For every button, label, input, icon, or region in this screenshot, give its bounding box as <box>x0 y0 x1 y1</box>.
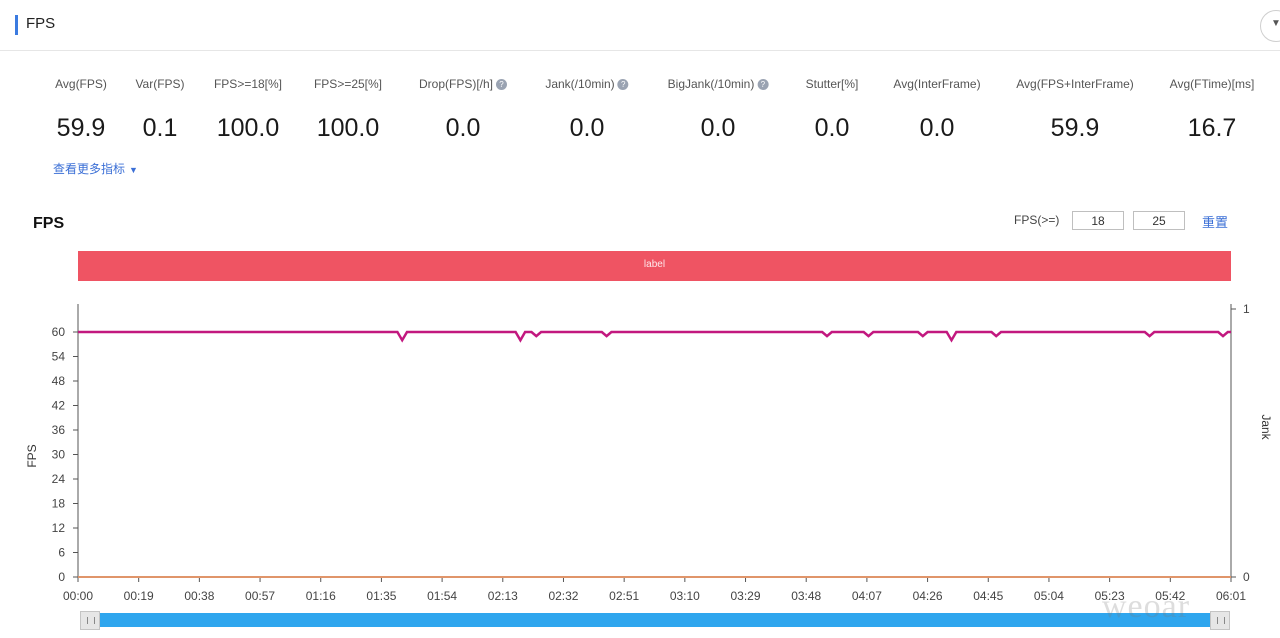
metric-label: Stutter[%] <box>805 77 859 91</box>
metric-label: Jank(/10min)? <box>545 77 629 91</box>
help-icon[interactable]: ? <box>617 79 629 90</box>
chevron-down-icon: ▼ <box>1271 18 1280 29</box>
x-tick-label: 00:00 <box>63 589 93 603</box>
metric-label: Avg(FTime)[ms] <box>1169 77 1255 91</box>
y2-axis-label: Jank <box>1259 414 1273 440</box>
x-tick-label: 01:54 <box>427 589 457 603</box>
x-tick-label: 02:51 <box>609 589 639 603</box>
y-tick-label: 0 <box>58 570 65 584</box>
metric-value: 0.1 <box>142 114 178 142</box>
metric-value: 0.0 <box>814 114 850 142</box>
y2-tick-label: 0 <box>1243 570 1250 584</box>
more-metrics-label: 查看更多指标 <box>53 162 126 176</box>
y-tick-label: 24 <box>52 472 66 486</box>
threshold-label: FPS(>=) <box>1014 213 1060 227</box>
metric-label: Var(FPS) <box>135 77 185 91</box>
metric-label: Avg(InterFrame) <box>893 77 981 91</box>
y-tick-label: 30 <box>52 448 66 462</box>
metric-value: 59.9 <box>56 114 106 142</box>
x-tick-label: 03:29 <box>731 589 761 603</box>
x-tick-label: 01:16 <box>306 589 336 603</box>
section-header: FPS ▼ <box>0 0 1280 51</box>
metric-value: 0.0 <box>919 114 955 142</box>
metric-value: 0.0 <box>569 114 605 142</box>
y-tick-label: 48 <box>52 374 66 388</box>
band-label: label <box>643 259 666 270</box>
x-tick-label: 05:04 <box>1034 589 1064 603</box>
slider-left-handle[interactable] <box>80 611 100 630</box>
metric-value: 16.7 <box>1187 114 1237 142</box>
slider-right-handle[interactable] <box>1210 611 1230 630</box>
chart-title: FPS <box>33 215 65 232</box>
metric-value: 100.0 <box>216 114 280 142</box>
metric-label: Avg(FPS+InterFrame) <box>1016 77 1134 91</box>
help-icon[interactable]: ? <box>496 79 508 90</box>
x-tick-label: 05:42 <box>1155 589 1185 603</box>
y-tick-label: 60 <box>52 325 66 339</box>
x-tick-label: 00:38 <box>184 589 214 603</box>
threshold-input-1[interactable] <box>1072 211 1124 230</box>
metric-label: FPS>=18[%] <box>213 77 283 91</box>
time-range-slider[interactable] <box>80 613 1230 627</box>
x-tick-label: 05:23 <box>1095 589 1125 603</box>
y-tick-label: 36 <box>52 423 66 437</box>
x-tick-label: 06:01 <box>1216 589 1246 603</box>
x-tick-label: 04:26 <box>913 589 943 603</box>
x-tick-label: 03:48 <box>791 589 821 603</box>
fps-series-line <box>78 330 1231 343</box>
x-tick-label: 04:07 <box>852 589 882 603</box>
x-tick-label: 00:19 <box>124 589 154 603</box>
section-title: FPS <box>26 15 56 32</box>
help-icon[interactable]: ? <box>757 79 769 90</box>
caret-down-icon: ▼ <box>129 165 138 175</box>
reset-button[interactable]: 重置 <box>1202 215 1229 230</box>
metric-label: Drop(FPS)[/h]? <box>419 77 508 91</box>
accent-bar <box>15 15 18 35</box>
threshold-input-2[interactable] <box>1133 211 1185 230</box>
metric-value: 0.0 <box>700 114 736 142</box>
x-tick-label: 00:57 <box>245 589 275 603</box>
x-tick-label: 03:10 <box>670 589 700 603</box>
metric-label: BigJank(/10min)? <box>668 77 769 91</box>
metric-value: 100.0 <box>316 114 380 142</box>
more-metrics-link[interactable]: 查看更多指标 ▼ <box>53 160 138 177</box>
metric-value: 59.9 <box>1050 114 1100 142</box>
y2-tick-label: 1 <box>1243 302 1250 316</box>
x-tick-label: 02:13 <box>488 589 518 603</box>
label-band: label <box>78 251 1231 281</box>
y-tick-label: 42 <box>52 399 66 413</box>
y-tick-label: 6 <box>58 546 65 560</box>
metric-label: FPS>=25[%] <box>313 77 383 91</box>
y-tick-label: 12 <box>52 521 66 535</box>
metric-label: Avg(FPS) <box>55 77 107 91</box>
y-tick-label: 18 <box>52 497 66 511</box>
metric-value: 0.0 <box>445 114 481 142</box>
watermark: weoar <box>1102 588 1191 625</box>
x-tick-label: 02:32 <box>548 589 578 603</box>
y-axis-label: FPS <box>25 444 39 467</box>
x-tick-label: 01:35 <box>366 589 396 603</box>
y-tick-label: 54 <box>52 350 66 364</box>
x-tick-label: 04:45 <box>973 589 1003 603</box>
